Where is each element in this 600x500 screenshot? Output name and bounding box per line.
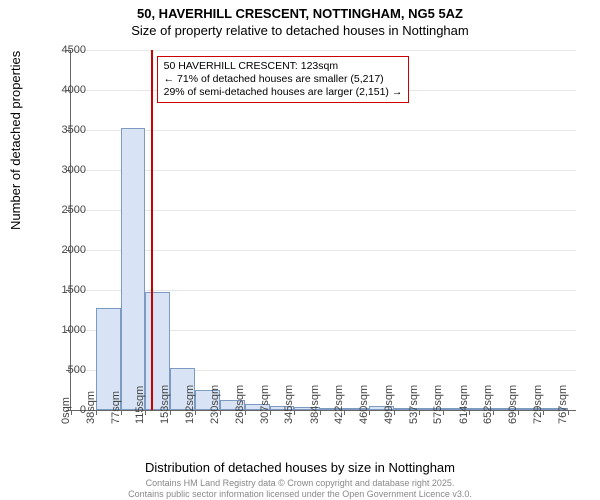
y-tick-label: 1500 xyxy=(36,284,86,296)
y-tick-label: 4000 xyxy=(36,84,86,96)
chart-subtitle: Size of property relative to detached ho… xyxy=(0,21,600,38)
gridline xyxy=(71,50,576,51)
footer-line-2: Contains public sector information licen… xyxy=(128,489,472,499)
y-tick-label: 3500 xyxy=(36,124,86,136)
y-axis-label: Number of detached properties xyxy=(8,51,23,230)
gridline xyxy=(71,210,576,211)
gridline xyxy=(71,170,576,171)
callout-line-1: 50 HAVERHILL CRESCENT: 123sqm xyxy=(164,60,403,73)
y-tick-label: 4500 xyxy=(36,44,86,56)
y-tick-label: 500 xyxy=(36,364,86,376)
y-tick-label: 2000 xyxy=(36,244,86,256)
gridline xyxy=(71,250,576,251)
plot-area: 50 HAVERHILL CRESCENT: 123sqm← 71% of de… xyxy=(70,50,576,411)
y-tick-label: 2500 xyxy=(36,204,86,216)
chart-container: 50, HAVERHILL CRESCENT, NOTTINGHAM, NG5 … xyxy=(0,0,600,500)
callout-line-3: 29% of semi-detached houses are larger (… xyxy=(164,86,403,99)
y-tick-label: 1000 xyxy=(36,324,86,336)
footer-line-1: Contains HM Land Registry data © Crown c… xyxy=(146,478,455,488)
callout-box: 50 HAVERHILL CRESCENT: 123sqm← 71% of de… xyxy=(157,56,410,103)
callout-line-2: ← 71% of detached houses are smaller (5,… xyxy=(164,73,403,86)
property-marker-line xyxy=(151,50,153,410)
y-tick-label: 3000 xyxy=(36,164,86,176)
footer-attribution: Contains HM Land Registry data © Crown c… xyxy=(0,478,600,500)
x-axis-label: Distribution of detached houses by size … xyxy=(0,460,600,475)
chart-title: 50, HAVERHILL CRESCENT, NOTTINGHAM, NG5 … xyxy=(0,0,600,21)
gridline xyxy=(71,130,576,131)
histogram-bar xyxy=(121,128,146,410)
